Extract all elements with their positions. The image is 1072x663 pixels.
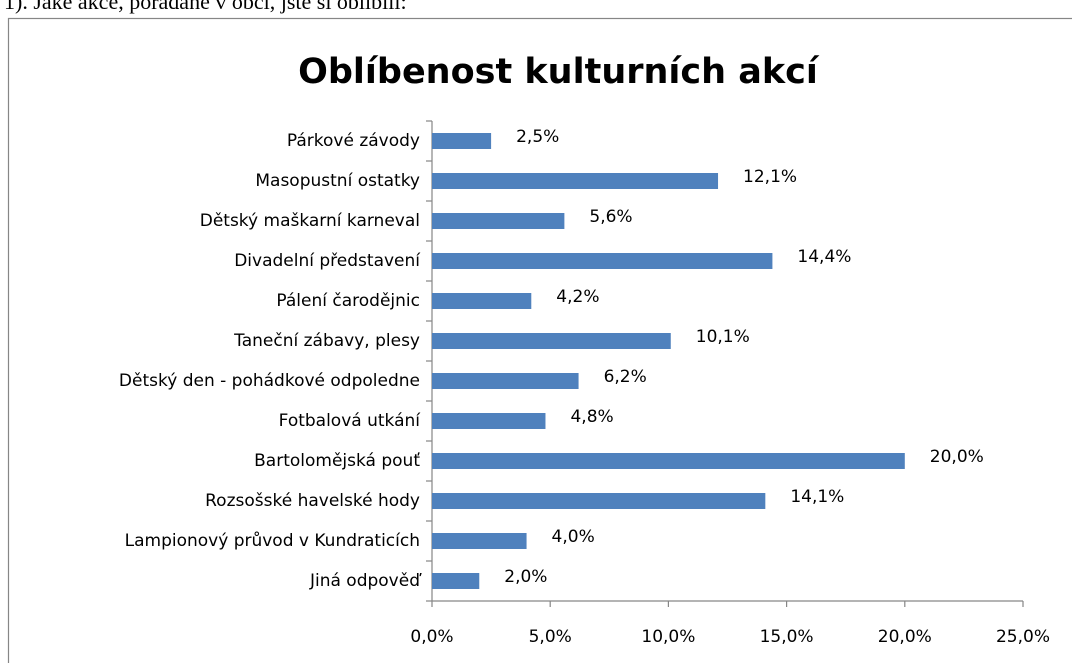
- bar: [432, 133, 492, 149]
- y-tick-label: Párkové závody: [287, 131, 420, 151]
- data-label: 14,4%: [797, 247, 851, 267]
- bar: [432, 373, 579, 389]
- x-tick-label: 0,0%: [410, 627, 453, 647]
- bar: [432, 253, 773, 269]
- question-text: 1). Jaké akce, pořádané v obci, jste si …: [4, 0, 407, 14]
- bar: [432, 413, 546, 429]
- data-label: 2,5%: [516, 127, 559, 147]
- bar: [432, 213, 565, 229]
- y-tick-label: Bartolomějská pouť: [254, 451, 420, 471]
- data-label: 6,2%: [604, 367, 647, 387]
- x-tick-label: 10,0%: [641, 627, 695, 647]
- y-tick-label: Masopustní ostatky: [255, 171, 420, 191]
- bar: [432, 573, 480, 589]
- x-tick-label: 25,0%: [996, 627, 1050, 647]
- y-tick-label: Dětský den - pohádkové odpoledne: [119, 371, 420, 391]
- y-tick-label: Fotbalová utkání: [279, 411, 422, 431]
- data-label: 4,0%: [552, 527, 595, 547]
- data-label: 4,2%: [556, 287, 599, 307]
- bar: [432, 533, 527, 549]
- data-label: 12,1%: [743, 167, 797, 187]
- data-label: 20,0%: [930, 447, 984, 467]
- x-tick-label: 20,0%: [878, 627, 932, 647]
- bar: [432, 493, 766, 509]
- bar: [432, 293, 532, 309]
- x-tick-label: 5,0%: [529, 627, 572, 647]
- y-tick-label: Dětský maškarní karneval: [200, 211, 420, 231]
- y-tick-label: Jiná odpověď: [309, 571, 422, 591]
- bar: [432, 453, 905, 469]
- bar: [432, 173, 719, 189]
- y-tick-label: Divadelní představení: [234, 251, 421, 271]
- x-tick-label: 15,0%: [760, 627, 814, 647]
- data-label: 2,0%: [504, 567, 547, 587]
- data-label: 4,8%: [570, 407, 613, 427]
- bar: [432, 333, 671, 349]
- data-label: 5,6%: [589, 207, 632, 227]
- data-label: 14,1%: [790, 487, 844, 507]
- y-tick-label: Pálení čarodějnic: [276, 291, 420, 311]
- y-tick-label: Lampionový průvod v Kundraticích: [125, 531, 420, 551]
- data-label: 10,1%: [696, 327, 750, 347]
- chart-title: Oblíbenost kulturních akcí: [298, 52, 820, 92]
- y-tick-label: Rozsošské havelské hody: [205, 491, 420, 511]
- y-tick-label: Taneční zábavy, plesy: [233, 331, 420, 351]
